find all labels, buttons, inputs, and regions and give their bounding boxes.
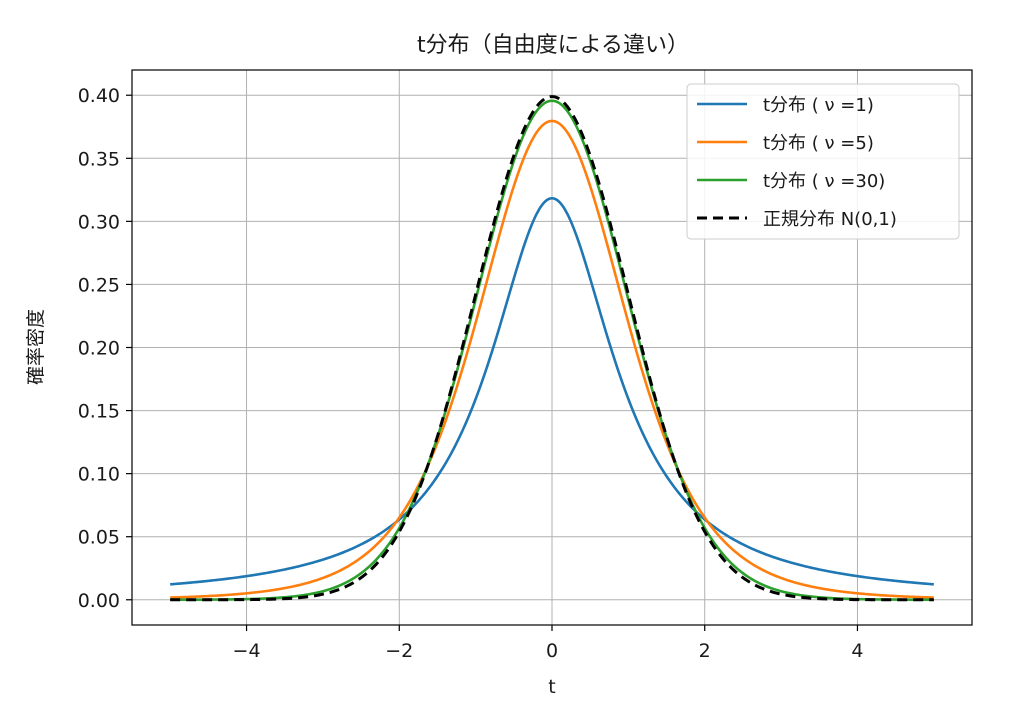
x-tick-label: 0: [546, 640, 558, 662]
y-tick-label: 0.20: [78, 338, 120, 360]
legend-box: [686, 83, 960, 240]
y-tick-label: 0.25: [78, 274, 120, 296]
y-tick-label: 0.05: [78, 527, 120, 549]
x-axis-label: t: [548, 676, 555, 698]
series-line-3: [170, 95, 934, 602]
y-tick-label: 0.15: [78, 401, 120, 423]
ticks-layer: −4 −2 0 2 4 0.00 0.05 0.10 0.15 0.20 0.25 0.30 0.35 0…: [78, 85, 864, 662]
series-layer: [170, 95, 934, 602]
x-tick-label: 4: [851, 640, 863, 662]
x-tick-label: −4: [233, 640, 261, 662]
y-tick-label: 0.00: [78, 590, 120, 612]
y-tick-label: 0.30: [78, 211, 120, 233]
legend-label-1: t分布 ( ν =5): [763, 133, 874, 154]
legend-label-0: t分布 ( ν =1): [763, 95, 874, 116]
y-tick-label: 0.40: [78, 85, 120, 107]
y-tick-label: 0.10: [78, 464, 120, 486]
series-line-1: [170, 119, 934, 599]
x-tick-label: −2: [385, 640, 413, 662]
legend-label-3: 正規分布 N(0,1): [763, 209, 897, 230]
legend: t分布 ( ν =1) t分布 ( ν =5) t分布 ( ν =30) 正規分布 N…: [686, 83, 960, 240]
chart-title: t分布（自由度による違い）: [417, 33, 689, 58]
legend-label-2: t分布 ( ν =30): [763, 171, 885, 192]
x-tick-label: 2: [699, 640, 711, 662]
series-line-2: [170, 99, 934, 602]
y-axis-label: 確率密度: [25, 309, 47, 385]
y-tick-label: 0.35: [78, 148, 120, 170]
series-line-0: [170, 196, 934, 586]
